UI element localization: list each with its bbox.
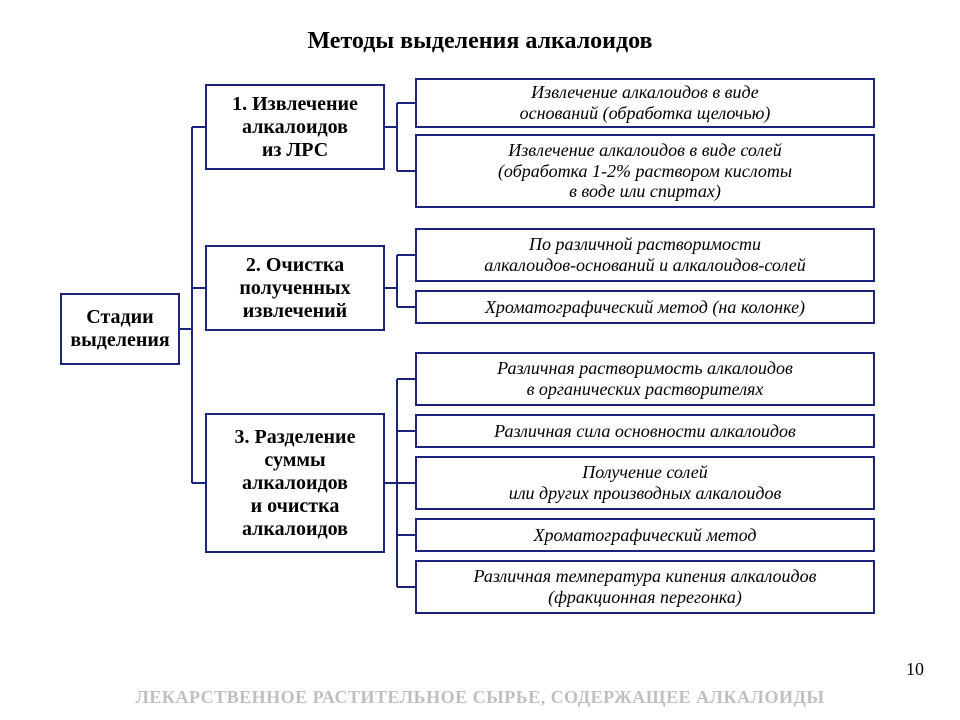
- leaf-node-3-2: Различная сила основности алкалоидов: [415, 414, 875, 448]
- leaf-node-1-1: Извлечение алкалоидов в видеоснований (о…: [415, 78, 875, 128]
- stage-node-3: 3. Разделениесуммыалкалоидови очисткаалк…: [205, 413, 385, 553]
- leaf-node-2-1: По различной растворимостиалкалоидов-осн…: [415, 228, 875, 282]
- page-number: 10: [906, 659, 924, 680]
- leaf-node-3-1: Различная растворимость алкалоидовв орга…: [415, 352, 875, 406]
- leaf-node-3-3: Получение солейили других производных ал…: [415, 456, 875, 510]
- leaf-node-2-2: Хроматографический метод (на колонке): [415, 290, 875, 324]
- page-title: Методы выделения алкалоидов: [0, 28, 960, 55]
- footer-text: ЛЕКАРСТВЕННОЕ РАСТИТЕЛЬНОЕ СЫРЬЕ, СОДЕРЖ…: [0, 687, 960, 708]
- leaf-node-1-2: Извлечение алкалоидов в виде солей(обраб…: [415, 134, 875, 208]
- stage-node-2: 2. Очисткаполученныхизвлечений: [205, 245, 385, 331]
- leaf-node-3-4: Хроматографический метод: [415, 518, 875, 552]
- leaf-node-3-5: Различная температура кипения алкалоидов…: [415, 560, 875, 614]
- root-node: Стадиивыделения: [60, 293, 180, 365]
- stage-node-1: 1. Извлечениеалкалоидовиз ЛРС: [205, 84, 385, 170]
